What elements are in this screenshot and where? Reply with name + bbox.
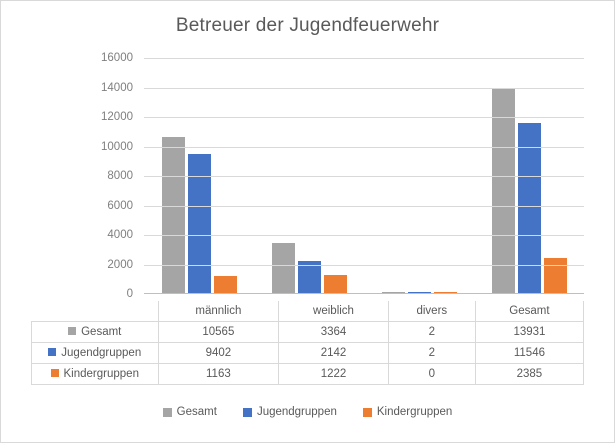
x-axis-line — [144, 293, 584, 294]
bar — [381, 292, 405, 293]
bar — [297, 261, 321, 293]
data-table-cell: 9402 — [157, 342, 280, 364]
data-table-cell: 10565 — [157, 321, 280, 343]
data-table-column-header: divers — [387, 301, 476, 322]
series-color-swatch-icon — [50, 368, 59, 377]
legend-label: Jugendgruppen — [256, 406, 337, 418]
data-table-cell: 1222 — [278, 363, 389, 385]
legend-color-swatch-icon — [242, 407, 252, 417]
gridline — [144, 146, 584, 148]
bar-group — [364, 58, 474, 293]
chart-legend: Gesamt Jugendgruppen Kindergruppen — [1, 406, 614, 418]
bar — [491, 87, 515, 293]
legend-item[interactable]: Kindergruppen — [362, 406, 453, 418]
bar — [433, 292, 457, 293]
data-table-column-header: männlich — [157, 301, 280, 322]
series-color-swatch-icon — [68, 326, 77, 335]
gridline — [144, 264, 584, 266]
data-table-cell: 2 — [387, 321, 476, 343]
chart-title: Betreuer der Jugendfeuerwehr — [175, 15, 440, 36]
data-table-cell: 2142 — [278, 342, 389, 364]
data-table-body: Gesamt 10565 3364 2 13931 Jugendgruppen 9402 21… — [31, 321, 585, 385]
y-axis-tick-label: 0 — [126, 288, 133, 300]
plot-canvas — [144, 58, 584, 294]
series-label-cell: Jugendgruppen — [31, 342, 159, 364]
plot-area: 16000 14000 12000 10000 8000 6000 4000 2000 0 — [1, 51, 614, 301]
bar-group — [474, 58, 584, 293]
bar — [517, 122, 541, 293]
data-table-cell: 2 — [387, 342, 476, 364]
bar — [161, 137, 185, 293]
bar — [323, 274, 347, 293]
data-table-cell: 11546 — [474, 342, 585, 364]
series-label-text: Jugendgruppen — [61, 347, 142, 359]
bar — [543, 257, 567, 293]
data-table-corner — [32, 301, 159, 322]
legend-color-swatch-icon — [362, 407, 372, 417]
series-label-text: Gesamt — [81, 326, 122, 338]
data-table-column-header: weiblich — [278, 301, 389, 322]
gridline — [144, 117, 584, 118]
y-axis-tick-label: 14000 — [101, 81, 133, 94]
series-label-text: Kindergruppen — [63, 368, 139, 380]
data-table-cell: 3364 — [278, 321, 389, 343]
y-axis-tick-label: 2000 — [107, 258, 133, 271]
gridline — [144, 87, 584, 89]
data-table-cell: 0 — [387, 363, 476, 385]
series-label-cell: Gesamt — [31, 321, 159, 343]
y-axis-tick-label: 12000 — [101, 111, 133, 123]
y-axis-tick-label: 6000 — [107, 199, 133, 212]
gridline — [144, 176, 584, 177]
data-table-cell: 1163 — [157, 363, 280, 385]
legend-item[interactable]: Jugendgruppen — [242, 406, 337, 418]
bar — [213, 275, 237, 293]
table-row: Jugendgruppen 9402 2142 2 11546 — [31, 342, 585, 364]
gridline — [144, 235, 584, 236]
series-label-cell: Kindergruppen — [31, 363, 159, 385]
bar — [187, 154, 211, 293]
bar-group — [254, 58, 364, 293]
legend-item[interactable]: Gesamt — [162, 406, 217, 418]
data-table-cell: 13931 — [474, 321, 585, 343]
gridline — [144, 58, 584, 59]
legend-label: Kindergruppen — [376, 406, 453, 418]
y-axis-tick-label: 4000 — [107, 229, 133, 241]
series-color-swatch-icon — [48, 347, 57, 356]
bar — [271, 243, 295, 293]
data-table-column-header: Gesamt — [474, 301, 585, 322]
gridline — [144, 205, 584, 207]
bar-groups — [144, 58, 584, 293]
y-axis-tick-label: 10000 — [101, 140, 133, 153]
table-row: Kindergruppen 1163 1222 0 2385 — [31, 363, 585, 385]
data-table-header-row: männlich weiblich divers Gesamt — [32, 301, 585, 322]
y-axis-tick-label: 16000 — [101, 52, 133, 64]
legend-label: Gesamt — [176, 406, 217, 418]
data-table-cell: 2385 — [474, 363, 585, 385]
legend-color-swatch-icon — [162, 407, 172, 417]
y-axis: 16000 14000 12000 10000 8000 6000 4000 2000 0 — [87, 51, 139, 301]
data-table: männlich weiblich divers Gesamt Gesamt 10565… — [31, 301, 585, 385]
table-row: Gesamt 10565 3364 2 13931 — [31, 321, 585, 343]
bar — [407, 292, 431, 293]
data-table-head: männlich weiblich divers Gesamt — [32, 301, 585, 322]
y-axis-tick-label: 8000 — [107, 170, 133, 182]
